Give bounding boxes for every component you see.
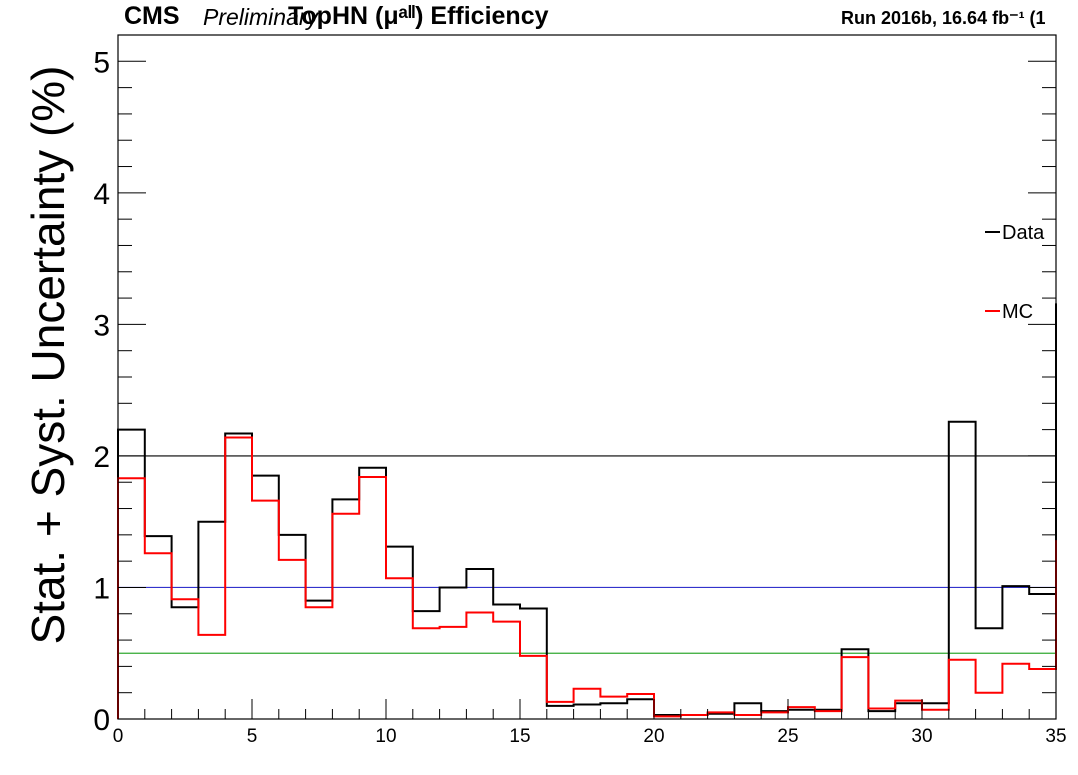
x-tick-label: 15 — [509, 726, 530, 747]
plot-frame — [117, 34, 1057, 720]
x-tick-label: 10 — [375, 726, 396, 747]
x-tick-label: 30 — [911, 726, 932, 747]
legend-label-data: Data — [1002, 222, 1045, 244]
y-tick-label: 1 — [93, 572, 110, 605]
x-tick-label: 25 — [777, 726, 798, 747]
y-tick-label: 2 — [93, 441, 110, 474]
x-tick-label: 5 — [247, 726, 258, 747]
legend-label-mc: MC — [1002, 301, 1033, 323]
x-tick-label: 20 — [643, 726, 664, 747]
y-tick-label: 0 — [93, 704, 110, 737]
y-tick-label: 5 — [93, 46, 110, 79]
series-line-data — [117, 303, 1057, 719]
cms-label: CMS — [124, 2, 180, 30]
preliminary-label: Preliminary — [203, 4, 319, 30]
series-line-mc — [117, 436, 1057, 719]
chart-title: TopHN (μᵃˡˡ) Efficiency — [288, 2, 549, 30]
y-tick-label: 4 — [93, 178, 110, 211]
y-tick-label: 3 — [93, 309, 110, 342]
run-luminosity-label: Run 2016b, 16.64 fb⁻¹ (1 — [841, 8, 1046, 28]
x-tick-label: 35 — [1045, 726, 1066, 747]
x-tick-label: 0 — [113, 726, 124, 747]
